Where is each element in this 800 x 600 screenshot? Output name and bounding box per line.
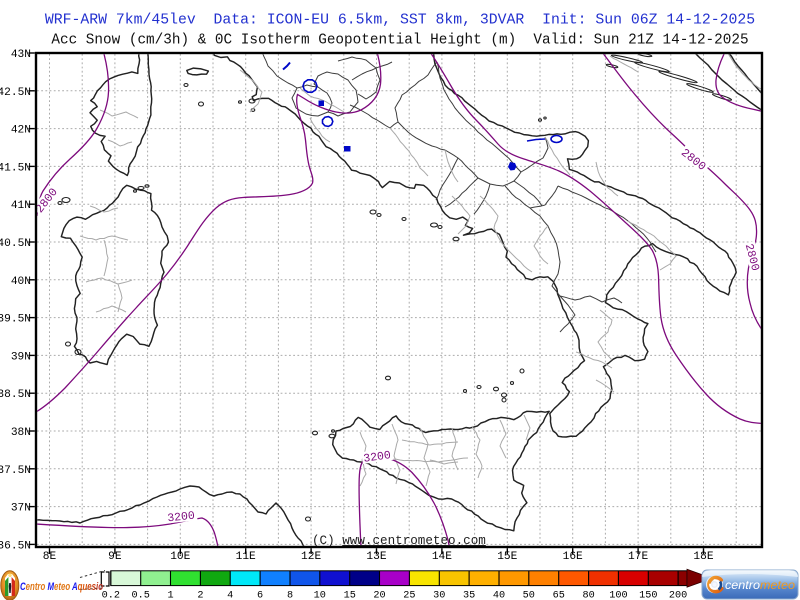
svg-text:9E: 9E [108,551,122,563]
svg-text:40: 40 [493,591,505,600]
svg-text:0.5: 0.5 [132,591,150,600]
svg-text:25: 25 [403,591,415,600]
svg-text:37.5N: 37.5N [0,465,31,477]
svg-text:14E: 14E [432,551,452,563]
svg-text:50: 50 [523,591,535,600]
svg-text:42N: 42N [11,125,31,137]
svg-text:35: 35 [463,591,475,600]
svg-text:40N: 40N [11,276,31,288]
svg-text:8: 8 [287,591,293,600]
svg-text:38N: 38N [11,427,31,439]
svg-text:41N: 41N [11,200,31,212]
svg-text:0.2: 0.2 [102,591,120,600]
svg-text:36.5N: 36.5N [0,540,31,552]
svg-text:2: 2 [197,591,203,600]
svg-text:4: 4 [227,591,233,600]
svg-text:centrometeo: centro meteo [725,579,796,592]
svg-text:13E: 13E [366,551,386,563]
svg-text:WRF-ARW 7km/45lev Data: ICON-: WRF-ARW 7km/45lev Data: ICON-EU 6.5km, S… [45,13,755,29]
svg-text:11E: 11E [236,551,256,563]
svg-text:10E: 10E [170,551,190,563]
svg-text:150: 150 [639,591,657,600]
svg-text:12E: 12E [301,551,321,563]
svg-text:39N: 39N [11,351,31,363]
svg-text:6: 6 [257,591,263,600]
svg-text:17E: 17E [628,551,648,563]
svg-text:20: 20 [373,591,385,600]
svg-text:100: 100 [609,591,627,600]
svg-text:3200: 3200 [363,449,392,466]
svg-text:37N: 37N [11,503,31,515]
svg-text:200: 200 [669,591,687,600]
svg-text:65: 65 [553,591,565,600]
svg-text:1: 1 [167,591,173,600]
svg-text:8E: 8E [43,551,57,563]
svg-text:38.5N: 38.5N [0,389,31,401]
svg-text:41.5N: 41.5N [0,162,31,174]
svg-text:Centro Meteo Aquesio: Centro Meteo Aquesio [20,581,103,593]
svg-text:(C) www.centrometeo.com: (C) www.centrometeo.com [312,534,486,548]
svg-text:42.5N: 42.5N [0,87,31,99]
svg-text:30: 30 [433,591,445,600]
svg-text:3200: 3200 [167,510,196,526]
svg-text:Acc Snow (cm/3h) & 0C Isotherm: Acc Snow (cm/3h) & 0C Isotherm Geopotent… [51,33,748,49]
svg-text:40.5N: 40.5N [0,238,31,250]
svg-text:39.5N: 39.5N [0,314,31,326]
svg-text:18E: 18E [693,551,713,563]
svg-text:15: 15 [344,591,356,600]
svg-text:16E: 16E [563,551,583,563]
svg-text:10: 10 [314,591,326,600]
svg-text:43N: 43N [11,49,31,61]
svg-text:80: 80 [582,591,594,600]
svg-text:15E: 15E [497,551,517,563]
